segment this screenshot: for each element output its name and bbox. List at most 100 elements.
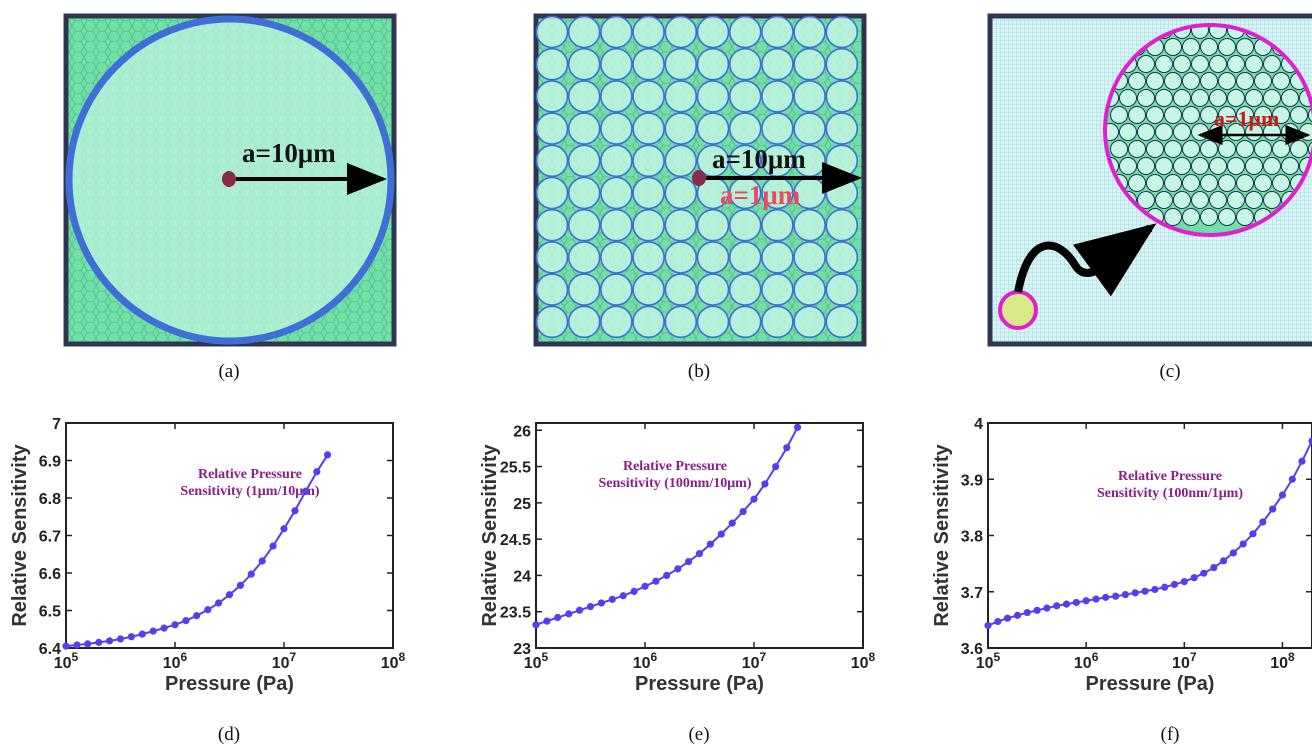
cell — [601, 274, 632, 305]
cell — [569, 306, 600, 337]
data-point — [226, 591, 233, 598]
cell — [633, 145, 664, 176]
cell — [633, 242, 664, 273]
cell — [633, 113, 664, 144]
cell — [794, 242, 825, 273]
cell — [633, 274, 664, 305]
data-point — [1230, 549, 1237, 556]
data-point — [696, 550, 703, 557]
data-point — [663, 572, 670, 579]
cell — [1165, 39, 1182, 56]
cell — [762, 242, 793, 273]
cell — [1111, 141, 1128, 158]
cell — [1255, 175, 1272, 192]
cell — [762, 17, 793, 48]
cell — [1291, 107, 1308, 124]
y-axis-label: Relative Sensitivity — [479, 443, 501, 626]
cell — [826, 49, 857, 80]
data-point — [707, 541, 714, 548]
cell — [1246, 90, 1263, 107]
cell — [698, 49, 729, 80]
cell — [1165, 73, 1182, 90]
data-point — [587, 603, 594, 610]
cell — [1156, 192, 1173, 209]
cell — [569, 242, 600, 273]
cell — [1147, 73, 1164, 90]
x-tick-label: 106 — [633, 650, 658, 672]
cell — [1120, 124, 1137, 141]
plot-frame — [536, 423, 863, 648]
cell — [730, 210, 761, 241]
cell — [601, 306, 632, 337]
radius-label: a=1μm — [720, 180, 801, 210]
data-point — [1210, 564, 1217, 571]
data-point — [565, 610, 572, 617]
cell — [1147, 175, 1164, 192]
annotation: Relative Pressure — [623, 459, 727, 474]
cell — [826, 113, 857, 144]
data-point — [73, 641, 80, 648]
caption: (b) — [688, 361, 710, 382]
x-tick-label: 106 — [1074, 650, 1099, 672]
cell — [826, 242, 857, 273]
plot-frame — [988, 423, 1312, 648]
cell — [1228, 192, 1245, 209]
data-point — [117, 635, 124, 642]
caption: (a) — [218, 361, 239, 382]
data-point — [1181, 578, 1188, 585]
cell — [1210, 158, 1227, 175]
cell — [569, 81, 600, 112]
cell — [665, 113, 696, 144]
data-point — [280, 525, 287, 532]
caption: (c) — [1159, 361, 1180, 382]
data-point — [1043, 604, 1050, 611]
data-point — [248, 571, 255, 578]
cell — [1228, 56, 1245, 73]
cell — [1264, 90, 1281, 107]
cell — [1237, 209, 1254, 226]
y-tick-label: 24.5 — [500, 532, 531, 549]
cell — [569, 17, 600, 48]
cell — [1129, 175, 1146, 192]
cell — [569, 113, 600, 144]
data-point — [1063, 601, 1070, 608]
data-point — [718, 530, 725, 537]
cell — [537, 178, 568, 209]
data-point — [269, 542, 276, 549]
cell — [794, 274, 825, 305]
cell — [1156, 90, 1173, 107]
cell — [1210, 56, 1227, 73]
cell — [601, 49, 632, 80]
data-point — [291, 507, 298, 514]
cell — [1273, 175, 1290, 192]
data-point — [106, 637, 113, 644]
cell — [1264, 56, 1281, 73]
data-point — [1249, 530, 1256, 537]
data-point — [237, 582, 244, 589]
cell — [762, 306, 793, 337]
annotation: Sensitivity (100nm/10μm) — [599, 476, 752, 491]
cell — [1147, 141, 1164, 158]
cell — [1246, 192, 1263, 209]
data-point — [554, 614, 561, 621]
data-point — [1308, 437, 1312, 444]
cell — [1183, 209, 1200, 226]
cell — [1246, 158, 1263, 175]
cell — [633, 17, 664, 48]
cell — [1129, 73, 1146, 90]
data-point — [1033, 607, 1040, 614]
radius-label: a=10μm — [712, 144, 806, 174]
y-tick-label: 6.9 — [39, 454, 61, 471]
data-point — [984, 622, 991, 629]
cell — [601, 178, 632, 209]
cell — [826, 145, 857, 176]
cell — [698, 113, 729, 144]
cell — [1165, 107, 1182, 124]
cell — [1192, 192, 1209, 209]
annotation: Relative Pressure — [198, 467, 302, 482]
data-point — [1122, 591, 1129, 598]
radius-label: a=1μm — [1214, 106, 1279, 131]
data-point — [674, 565, 681, 572]
cell — [665, 81, 696, 112]
cell — [1201, 73, 1218, 90]
